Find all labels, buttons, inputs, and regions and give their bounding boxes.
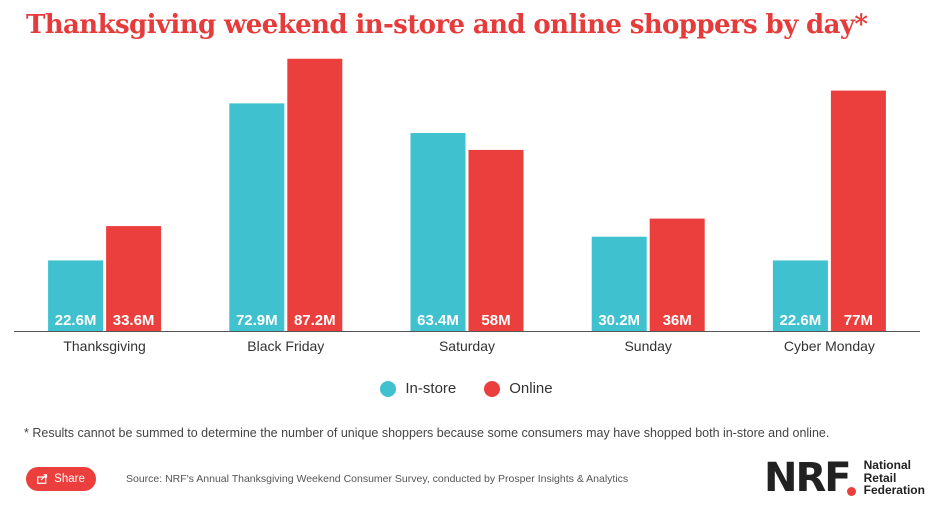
data-label-instore: 22.6M [55, 312, 97, 329]
x-tick-label: Cyber Monday [784, 338, 875, 354]
legend-swatch-instore [380, 380, 397, 397]
x-tick-label: Thanksgiving [63, 338, 146, 354]
data-label-online: 77M [844, 312, 873, 329]
x-tick-label: Sunday [624, 338, 671, 354]
bar-online-cyber-monday [830, 90, 886, 331]
bar-online-black-friday [287, 58, 343, 332]
share-button[interactable]: Share [26, 467, 96, 491]
data-label-instore: 72.9M [236, 312, 278, 329]
legend-item-online: Online [484, 380, 553, 397]
footnote: * Results cannot be summed to determine … [24, 426, 830, 440]
bar-instore-saturday [410, 133, 466, 331]
data-label-instore: 30.2M [598, 312, 640, 329]
logo-mark: NRF [764, 458, 856, 498]
source-note: Source: NRF's Annual Thanksgiving Weeken… [126, 473, 629, 485]
bar-online-saturday [468, 149, 524, 331]
legend-swatch-online [484, 380, 501, 397]
data-label-online: 87.2M [294, 312, 336, 329]
share-icon [37, 474, 48, 484]
legend-label-online: Online [509, 380, 553, 397]
bar-instore-sunday [591, 236, 647, 331]
bar-instore-cyber-monday [772, 260, 828, 331]
chart-title: Thanksgiving weekend in-store and online… [26, 10, 868, 40]
bar-online-thanksgiving [106, 226, 162, 331]
legend-label-instore: In-store [405, 380, 457, 397]
share-label: Share [54, 473, 85, 485]
x-tick-label: Black Friday [247, 338, 324, 354]
data-label-instore: 63.4M [417, 312, 459, 329]
data-label-online: 33.6M [113, 312, 155, 329]
bar-instore-black-friday [229, 103, 285, 331]
data-label-online: 58M [481, 312, 510, 329]
legend-item-instore: In-store [380, 380, 456, 397]
x-tick-label: Saturday [439, 338, 495, 354]
bar-chart: 22.6M 33.6M Thanksgiving 72.9M 87.2M Black Fr… [14, 58, 920, 354]
bar-instore-thanksgiving [48, 260, 104, 331]
data-label-online: 36M [663, 312, 692, 329]
logo-wordmark: National Retail Federation [863, 458, 925, 498]
legend: In-store Online [0, 380, 933, 397]
bar-online-sunday [649, 218, 705, 331]
data-label-instore: 22.6M [780, 312, 822, 329]
nrf-logo: NRF National Retail Federation [764, 458, 925, 498]
